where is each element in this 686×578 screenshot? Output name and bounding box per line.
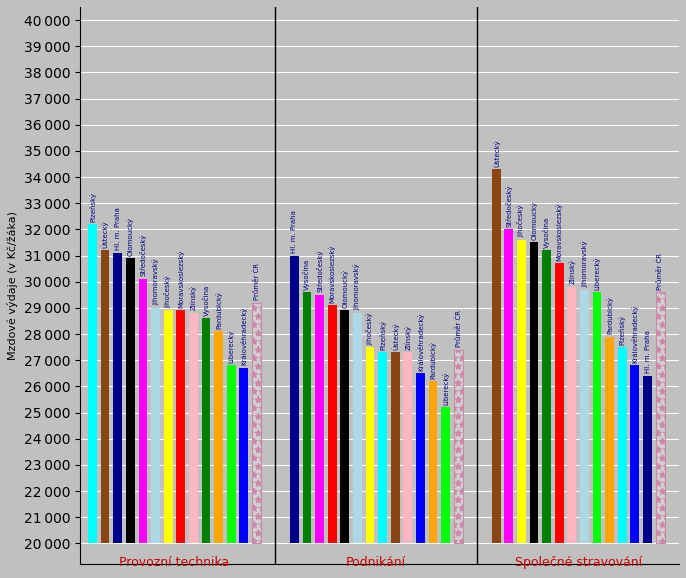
Bar bbox=[567, 287, 576, 543]
Text: Pardubický: Pardubický bbox=[215, 291, 222, 329]
Bar bbox=[303, 292, 311, 543]
Bar bbox=[227, 365, 236, 543]
Bar bbox=[403, 353, 412, 543]
Text: Jihomoravský: Jihomoravský bbox=[152, 258, 159, 305]
Text: Pardubický: Pardubický bbox=[606, 296, 613, 334]
Bar bbox=[542, 250, 551, 543]
Text: Vysočina: Vysočina bbox=[303, 258, 311, 290]
Bar bbox=[643, 376, 652, 543]
Bar bbox=[391, 353, 400, 543]
Bar bbox=[239, 368, 248, 543]
Bar bbox=[113, 253, 122, 543]
Text: Podnikání: Podnikání bbox=[346, 557, 406, 569]
Bar bbox=[252, 303, 261, 543]
Bar bbox=[580, 290, 589, 543]
Bar bbox=[618, 347, 627, 543]
Bar bbox=[366, 347, 375, 543]
Bar bbox=[530, 242, 539, 543]
Text: Jihočeský: Jihočeský bbox=[165, 275, 172, 308]
Text: Moravskoslezský: Moravskoslezský bbox=[177, 250, 185, 308]
Bar bbox=[189, 313, 198, 543]
Bar bbox=[416, 373, 425, 543]
Text: Středočeský: Středočeský bbox=[139, 234, 146, 276]
Bar bbox=[492, 169, 501, 543]
Text: Jihomoravský: Jihomoravský bbox=[581, 240, 588, 287]
Bar bbox=[88, 224, 97, 543]
Bar bbox=[202, 318, 211, 543]
Y-axis label: Mzdové výdaje (v Kč/žáka): Mzdové výdaje (v Kč/žáka) bbox=[7, 211, 18, 360]
Text: Průměr ČR: Průměr ČR bbox=[455, 310, 462, 347]
Bar bbox=[656, 292, 665, 543]
Text: Pardubický: Pardubický bbox=[429, 340, 436, 379]
Bar bbox=[630, 365, 639, 543]
Bar bbox=[151, 308, 160, 543]
Text: Zlínský: Zlínský bbox=[190, 286, 197, 310]
Text: Ústecký: Ústecký bbox=[392, 322, 399, 350]
Text: Jihomoravský: Jihomoravský bbox=[354, 264, 361, 310]
Bar bbox=[126, 258, 134, 543]
Text: Hl. m. Praha: Hl. m. Praha bbox=[115, 208, 121, 250]
Text: Hl. m. Praha: Hl. m. Praha bbox=[645, 331, 650, 373]
Bar bbox=[164, 310, 173, 543]
Text: Hl. m. Praha: Hl. m. Praha bbox=[292, 210, 297, 253]
Text: Olomoucký: Olomoucký bbox=[530, 201, 538, 240]
Text: Liberecký: Liberecký bbox=[228, 329, 235, 363]
Text: Liberecký: Liberecký bbox=[593, 256, 600, 290]
Bar bbox=[504, 229, 513, 543]
Text: Jihočeský: Jihočeský bbox=[366, 312, 373, 344]
Bar bbox=[517, 240, 525, 543]
Bar bbox=[441, 407, 450, 543]
Bar bbox=[101, 250, 110, 543]
Text: Olomoucký: Olomoucký bbox=[341, 269, 348, 308]
Text: Moravskoslezský: Moravskoslezský bbox=[329, 244, 335, 303]
Text: Plzeňský: Plzeňský bbox=[379, 320, 386, 350]
Text: Olomoucký: Olomoucký bbox=[127, 217, 134, 255]
Text: Ústecký: Ústecký bbox=[102, 220, 109, 248]
Text: Zlínský: Zlínský bbox=[568, 260, 576, 284]
Bar bbox=[214, 331, 223, 543]
Text: Průměr ČR: Průměr ČR bbox=[657, 253, 663, 290]
Bar bbox=[353, 313, 362, 543]
Text: Plzeňský: Plzeňský bbox=[619, 314, 626, 344]
Text: Vysočina: Vysočina bbox=[202, 284, 209, 316]
Text: Zlínský: Zlínský bbox=[404, 325, 412, 350]
Bar bbox=[139, 279, 147, 543]
Bar bbox=[593, 292, 602, 543]
Text: Průměr ČR: Průměr ČR bbox=[253, 263, 260, 300]
Text: Královéhradecký: Královéhradecký bbox=[417, 312, 424, 370]
Bar bbox=[340, 310, 349, 543]
Text: Liberecký: Liberecký bbox=[442, 371, 449, 405]
Bar bbox=[328, 305, 337, 543]
Text: Společné stravování: Společné stravování bbox=[514, 557, 641, 569]
Bar bbox=[290, 255, 298, 543]
Text: Jihočeský: Jihočeský bbox=[518, 205, 525, 237]
Text: Ústecký: Ústecký bbox=[493, 139, 500, 166]
Text: Královéhradecký: Královéhradecký bbox=[240, 307, 248, 365]
Bar bbox=[378, 353, 387, 543]
Text: Středočeský: Středočeský bbox=[506, 184, 512, 227]
Bar bbox=[555, 264, 564, 543]
Text: Provozní technika: Provozní technika bbox=[119, 557, 230, 569]
Text: Královéhradecký: Královéhradecký bbox=[631, 305, 639, 363]
Text: Vysočina: Vysočina bbox=[543, 216, 550, 248]
Bar bbox=[176, 310, 185, 543]
Text: Středočeský: Středočeský bbox=[316, 250, 323, 292]
Bar bbox=[315, 295, 324, 543]
Bar bbox=[454, 350, 463, 543]
Bar bbox=[429, 381, 438, 543]
Text: Moravskoslezský: Moravskoslezský bbox=[556, 202, 563, 261]
Bar bbox=[605, 336, 614, 543]
Text: Plzeňský: Plzeňský bbox=[89, 191, 96, 221]
